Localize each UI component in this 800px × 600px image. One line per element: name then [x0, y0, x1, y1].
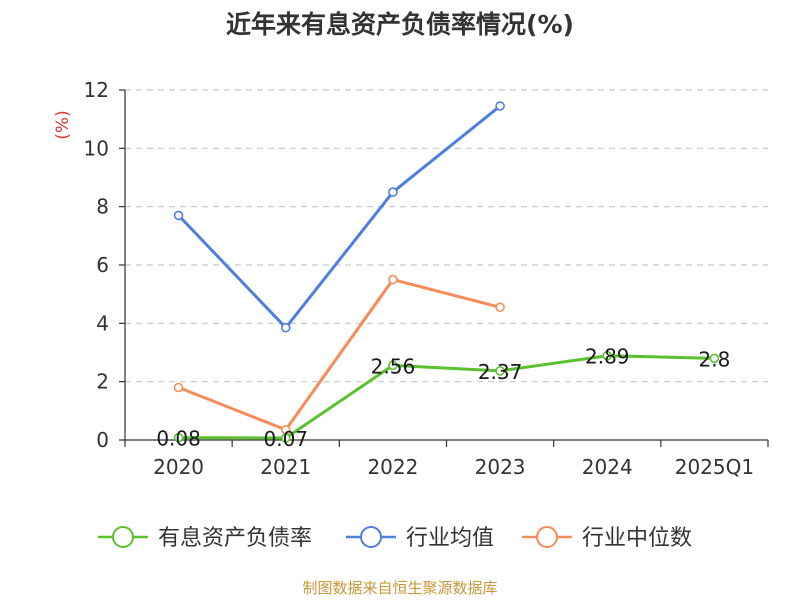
- x-tick-label: 2022: [367, 455, 418, 479]
- x-tick-label: 2023: [475, 455, 526, 479]
- legend-label: 行业中位数: [582, 526, 692, 551]
- data-point[interactable]: [388, 274, 398, 285]
- series-layer: [173, 101, 720, 443]
- y-tick-label: 6: [96, 253, 109, 277]
- x-tick-label: 2025Q1: [675, 455, 754, 479]
- data-label: 2.89: [585, 345, 630, 369]
- y-axis-label: (%): [53, 110, 73, 139]
- axes: 0 2 4 6 8 10 12 2020 2021 2022 2023 2024 2025Q1: [84, 78, 769, 479]
- source-note: 制图数据来自恒生聚源数据库: [302, 579, 497, 597]
- data-label: 0.07: [263, 427, 308, 451]
- data-label: 2.8: [699, 347, 731, 371]
- data-point[interactable]: [495, 366, 505, 376]
- data-label: 2.56: [371, 354, 416, 378]
- legend-swatch-marker: [360, 526, 382, 548]
- chart-title: 近年来有息资产负债率情况(%): [226, 10, 574, 39]
- data-point[interactable]: [280, 322, 291, 333]
- series-line-2: [178, 278, 501, 432]
- y-tick-label: 8: [96, 195, 109, 219]
- legend-label: 行业均值: [406, 526, 494, 551]
- data-point[interactable]: [173, 382, 184, 393]
- legend-label: 有息资产负债率: [158, 526, 312, 551]
- data-point[interactable]: [495, 302, 505, 313]
- series-line-1: [177, 104, 502, 330]
- data-point[interactable]: [280, 433, 291, 443]
- legend-item-1[interactable]: 行业均值: [346, 526, 494, 551]
- x-tick-label: 2021: [260, 455, 311, 479]
- legend[interactable]: 有息资产负债率 行业均值 行业中位数: [98, 526, 692, 551]
- x-tick-label: 2024: [582, 455, 633, 479]
- y-tick-label: 10: [84, 136, 109, 160]
- legend-item-0[interactable]: 有息资产负债率: [98, 526, 312, 551]
- data-point[interactable]: [388, 360, 398, 371]
- legend-item-2[interactable]: 行业中位数: [522, 526, 692, 551]
- y-tick-label: 0: [96, 428, 109, 452]
- data-point[interactable]: [495, 101, 505, 111]
- x-tick-label: 2020: [153, 455, 204, 479]
- data-label: 0.08: [156, 427, 201, 451]
- legend-swatch-marker: [536, 526, 558, 548]
- data-point[interactable]: [709, 353, 720, 364]
- data-point[interactable]: [173, 210, 184, 221]
- data-labels: 0.08 0.07 2.56 2.37 2.89 2.8: [156, 345, 730, 451]
- data-point[interactable]: [602, 350, 613, 361]
- series-line-0: [178, 354, 715, 440]
- y-tick-label: 2: [96, 370, 109, 394]
- data-label: 2.37: [478, 360, 523, 384]
- gridlines: [125, 89, 768, 383]
- y-tick-label: 12: [84, 78, 109, 102]
- legend-swatch-marker: [112, 526, 134, 548]
- y-tick-label: 4: [96, 311, 109, 335]
- data-point[interactable]: [388, 187, 398, 197]
- data-point[interactable]: [173, 432, 184, 443]
